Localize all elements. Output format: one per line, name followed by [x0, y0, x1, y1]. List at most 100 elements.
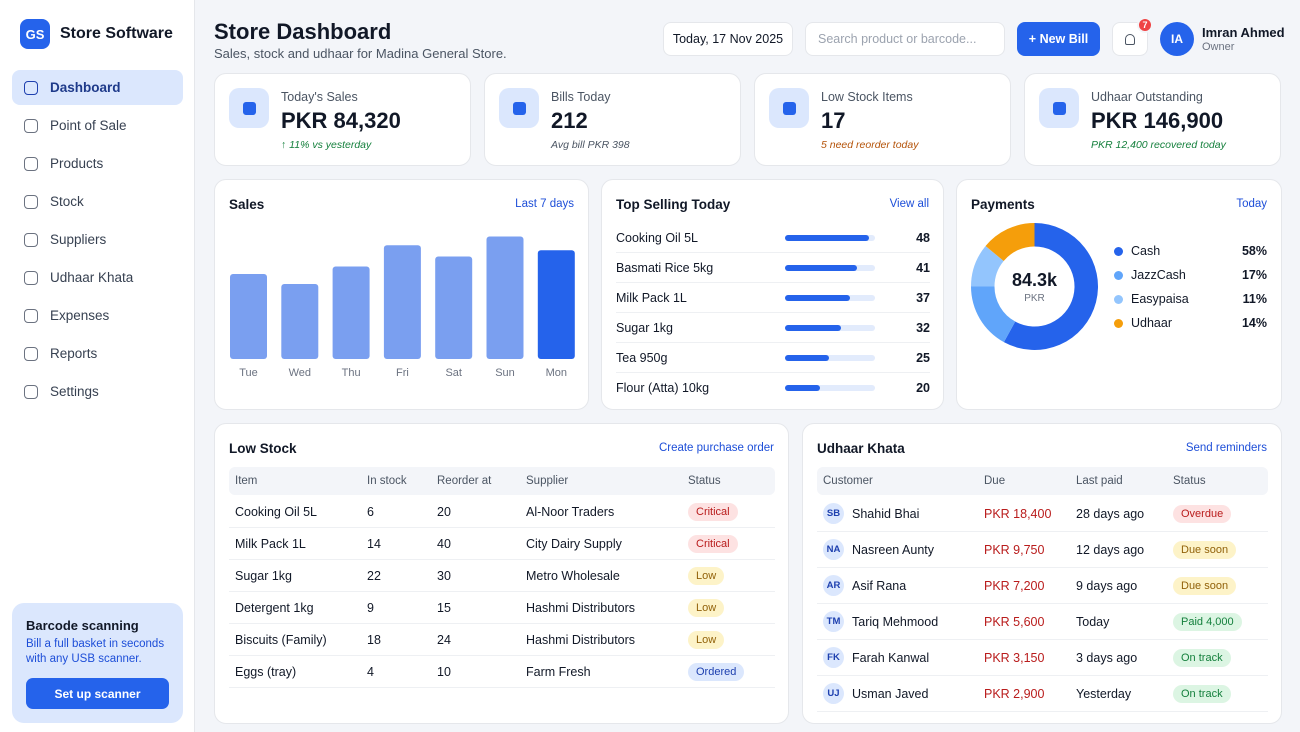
- payments-range-link[interactable]: Today: [1236, 198, 1267, 210]
- product-name: Cooking Oil 5L: [616, 231, 698, 245]
- kpi-card-bills-today[interactable]: Bills Today 212 Avg bill PKR 398: [484, 73, 741, 166]
- table-row[interactable]: UJ Usman Javed PKR 2,900 Yesterday On track: [817, 676, 1268, 712]
- kpi-value: 17: [821, 108, 846, 133]
- column-header[interactable]: Reorder at: [437, 475, 492, 487]
- column-header[interactable]: Customer: [823, 475, 873, 487]
- table-row[interactable]: Cooking Oil 5L 6 20 Al-Noor Traders Critical: [229, 496, 775, 528]
- sidebar-item-settings[interactable]: Settings: [12, 374, 183, 409]
- page-title: Store Dashboard: [214, 19, 392, 44]
- table-row[interactable]: AR Asif Rana PKR 7,200 9 days ago Due soon: [817, 568, 1268, 604]
- table-row[interactable]: TM Tariq Mehmood PKR 5,600 Today Paid 4,000: [817, 604, 1268, 640]
- sales-bar-sat[interactable]: [435, 256, 473, 360]
- donut-slice-jazzcash[interactable]: [971, 286, 1016, 343]
- table-row[interactable]: Sugar 1kg 22 30 Metro Wholesale Low: [229, 560, 775, 592]
- sales-bar-mon[interactable]: [537, 250, 575, 359]
- status-badge: On track: [1173, 685, 1231, 703]
- setup-scanner-button[interactable]: Set up scanner: [26, 678, 169, 709]
- legend-percent: 14%: [1241, 316, 1267, 330]
- brand[interactable]: GS Store Software: [20, 19, 173, 49]
- donut-slice-easypaisa[interactable]: [971, 246, 1004, 287]
- sidebar-item-point-of-sale[interactable]: Point of Sale: [12, 108, 183, 143]
- customer-avatar: FK: [823, 647, 844, 668]
- table-row[interactable]: SB Shahid Bhai PKR 18,400 28 days ago Overdu…: [817, 496, 1268, 532]
- legend-label: Cash: [1131, 244, 1161, 258]
- low-stock-table-header: Item In stock Reorder at Supplier Status: [229, 467, 775, 495]
- sidebar-item-label: Stock: [50, 194, 84, 209]
- customer-name: Farah Kanwal: [852, 651, 930, 665]
- table-row[interactable]: FK Farah Kanwal PKR 3,150 3 days ago On trac…: [817, 640, 1268, 676]
- send-reminders-link[interactable]: Send reminders: [1185, 442, 1267, 454]
- table-row[interactable]: Detergent 1kg 9 15 Hashmi Distributors Low: [229, 592, 775, 624]
- notifications-button[interactable]: 7: [1112, 17, 1153, 56]
- sales-bar-wed[interactable]: [281, 284, 319, 359]
- top-selling-row[interactable]: Tea 950g 25: [616, 343, 930, 373]
- kpi-note: 5 need reorder today: [821, 139, 919, 151]
- table-row[interactable]: Eggs (tray) 4 10 Farm Fresh Ordered: [229, 656, 775, 688]
- kpi-value: PKR 146,900: [1091, 108, 1224, 133]
- donut-slice-cash[interactable]: [1003, 223, 1098, 350]
- cell-stock: 18: [367, 633, 381, 647]
- top-selling-row[interactable]: Milk Pack 1L 37: [616, 283, 930, 313]
- view-all-link[interactable]: View all: [889, 198, 929, 210]
- sales-range-link[interactable]: Last 7 days: [515, 198, 574, 210]
- column-header[interactable]: Due: [984, 475, 1006, 487]
- top-selling-title: Top Selling Today: [616, 197, 731, 212]
- donut-slice-udhaar[interactable]: [985, 223, 1035, 262]
- last-paid: 3 days ago: [1076, 651, 1138, 665]
- sidebar-item-expenses[interactable]: Expenses: [12, 298, 183, 333]
- customer-avatar: AR: [823, 575, 844, 596]
- sidebar-nav: Dashboard Point of Sale Products Stock S…: [12, 70, 183, 412]
- cell-item: Cooking Oil 5L: [235, 505, 317, 519]
- column-header[interactable]: In stock: [367, 475, 407, 487]
- date-picker[interactable]: Today, 17 Nov 2025: [663, 22, 793, 56]
- column-header[interactable]: Status: [1173, 475, 1206, 487]
- quantity-bar-fill: [785, 325, 841, 331]
- sidebar-item-dashboard[interactable]: Dashboard: [12, 70, 183, 105]
- sales-bar-fri[interactable]: [383, 245, 421, 359]
- quantity-sold: 20: [916, 381, 930, 395]
- kpi-card-todays-sales[interactable]: Today's Sales PKR 84,320 ↑ 11% vs yester…: [214, 73, 471, 166]
- low-stock-card: Low Stock Create purchase order Item In …: [214, 423, 789, 724]
- sidebar-item-products[interactable]: Products: [12, 146, 183, 181]
- legend-percent: 17%: [1241, 268, 1267, 282]
- top-selling-row[interactable]: Cooking Oil 5L 48: [616, 223, 930, 253]
- sales-bar-sun[interactable]: [486, 236, 524, 360]
- table-row[interactable]: Milk Pack 1L 14 40 City Dairy Supply Critica…: [229, 528, 775, 560]
- customer-name: Shahid Bhai: [852, 507, 920, 521]
- table-row[interactable]: Biscuits (Family) 18 24 Hashmi Distributors…: [229, 624, 775, 656]
- last-paid: Today: [1076, 615, 1110, 629]
- sidebar-item-reports[interactable]: Reports: [12, 336, 183, 371]
- top-selling-row[interactable]: Flour (Atta) 10kg 20: [616, 373, 930, 403]
- quantity-sold: 25: [916, 351, 930, 365]
- kpi-card-low-stock[interactable]: Low Stock Items 17 5 need reorder today: [754, 73, 1011, 166]
- table-row[interactable]: NA Nasreen Aunty PKR 9,750 12 days ago Due s…: [817, 532, 1268, 568]
- column-header[interactable]: Supplier: [526, 475, 569, 487]
- kpi-note: Avg bill PKR 398: [551, 139, 630, 151]
- column-header[interactable]: Status: [688, 475, 721, 487]
- cell-item: Milk Pack 1L: [235, 537, 306, 551]
- column-header[interactable]: Last paid: [1076, 475, 1123, 487]
- sales-bar-tue[interactable]: [230, 274, 267, 359]
- kpi-card-udhaar-outstanding[interactable]: Udhaar Outstanding PKR 146,900 PKR 12,40…: [1024, 73, 1281, 166]
- sales-bar-thu[interactable]: [332, 266, 370, 360]
- column-header[interactable]: Item: [235, 475, 258, 487]
- cell-stock: 9: [367, 601, 374, 615]
- due-amount: PKR 3,150: [984, 651, 1045, 665]
- sidebar-item-label: Settings: [50, 384, 99, 399]
- user-role: Owner: [1202, 41, 1235, 53]
- kpi-label: Udhaar Outstanding: [1091, 90, 1203, 104]
- search-input[interactable]: [805, 22, 1005, 56]
- x-tick-label: Sat: [445, 367, 462, 379]
- kpi-note: ↑ 11% vs yesterday: [281, 139, 372, 151]
- new-bill-button[interactable]: + New Bill: [1017, 22, 1100, 56]
- sidebar-item-suppliers[interactable]: Suppliers: [12, 222, 183, 257]
- cell-supplier: Hashmi Distributors: [526, 633, 636, 647]
- sales-title: Sales: [229, 197, 265, 212]
- create-purchase-order-link[interactable]: Create purchase order: [658, 442, 774, 454]
- top-selling-row[interactable]: Basmati Rice 5kg 41: [616, 253, 930, 283]
- avatar[interactable]: IA: [1160, 22, 1194, 56]
- sidebar-item-udhaar-khata[interactable]: Udhaar Khata: [12, 260, 183, 295]
- top-selling-row[interactable]: Sugar 1kg 32: [616, 313, 930, 343]
- status-badge: On track: [1173, 649, 1231, 667]
- sidebar-item-stock[interactable]: Stock: [12, 184, 183, 219]
